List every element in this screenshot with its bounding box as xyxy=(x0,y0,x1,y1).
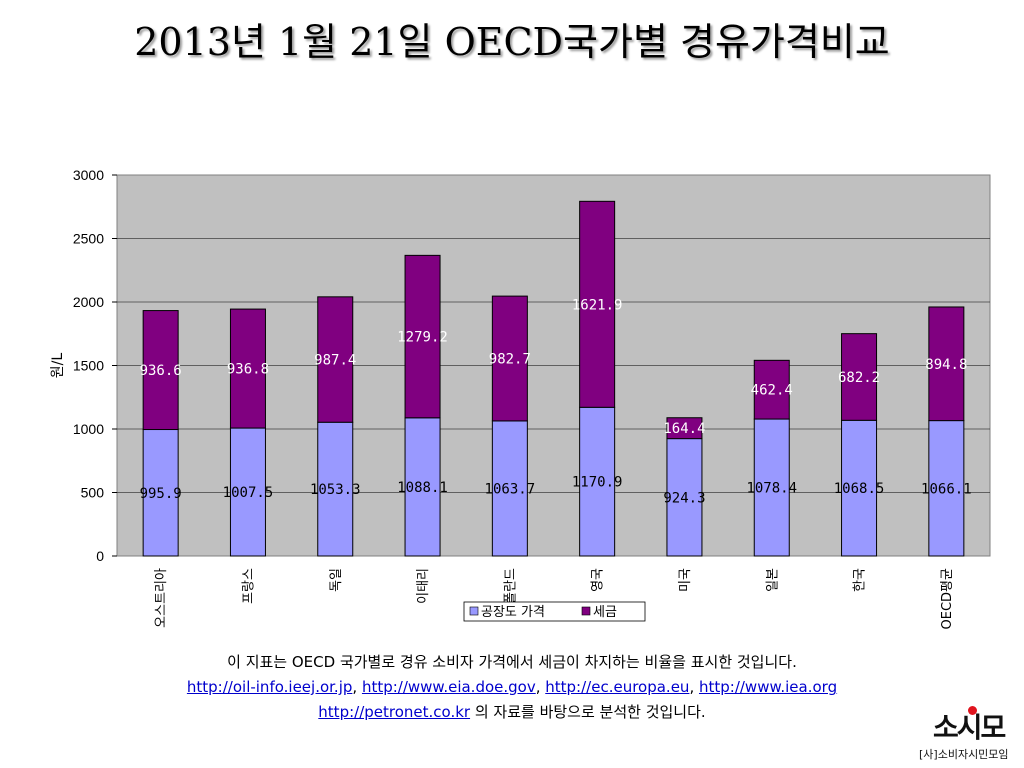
y-tick-label: 2000 xyxy=(73,294,104,310)
x-tick-label: 독일 xyxy=(329,568,344,592)
bar-tax xyxy=(317,296,354,423)
legend-label: 세금 xyxy=(593,605,617,620)
bar-tax xyxy=(491,295,528,422)
bar-tax xyxy=(753,359,790,420)
data-label: 1063.7 xyxy=(485,481,536,497)
legend-swatch xyxy=(581,606,591,616)
data-label: 1007.5 xyxy=(223,485,274,501)
link-petronet[interactable]: http://petronet.co.kr xyxy=(318,703,471,721)
footnote-line-3: http://petronet.co.kr 의 자료를 바탕으로 분석한 것입니… xyxy=(20,700,1004,725)
data-label: 924.3 xyxy=(663,490,705,506)
data-label: 1621.9 xyxy=(572,297,623,313)
data-label: 1053.3 xyxy=(310,482,361,498)
bar-factory-price xyxy=(579,406,616,557)
y-tick-label: 500 xyxy=(81,485,105,501)
stacked-bar-chart: 0 500 1000 1500 2000 2500 3000 원/L 995.9 936.6 오스트… xyxy=(50,167,991,629)
data-label: 1066.1 xyxy=(921,481,972,497)
x-tick-label: 미국 xyxy=(678,568,693,592)
x-tick-label: 프랑스 xyxy=(241,568,256,604)
bar-factory-price xyxy=(404,417,441,557)
logo-text: [사]소비자시민모임 xyxy=(919,748,1009,761)
x-tick-label: 폴란드 xyxy=(503,568,518,604)
y-tick-label: 3000 xyxy=(73,167,104,183)
data-label: 1279.2 xyxy=(397,330,448,346)
legend-label: 공장도 가격 xyxy=(481,605,545,620)
x-tick-label: OECD평균 xyxy=(940,568,955,629)
footnote: 이 지표는 OECD 국가별로 경유 소비자 가격에서 세금이 차지하는 비율을… xyxy=(20,650,1004,725)
x-tick-label: 이태리 xyxy=(416,568,431,604)
bar-tax xyxy=(404,254,441,419)
data-label: 995.9 xyxy=(140,486,182,502)
y-axis-label: 원/L xyxy=(50,353,66,379)
bar-factory-price xyxy=(142,429,179,557)
bar-factory-price xyxy=(317,421,354,557)
y-tick-label: 0 xyxy=(96,548,104,564)
footnote-line-2: http://oil-info.ieej.or.jp, http://www.e… xyxy=(20,675,1004,700)
legend-box xyxy=(463,601,646,622)
bar-factory-price xyxy=(753,418,790,557)
data-label: 164.4 xyxy=(663,421,705,437)
data-label: 462.4 xyxy=(751,383,793,399)
data-label: 936.6 xyxy=(140,363,182,379)
data-label: 682.2 xyxy=(838,370,880,386)
link-oil-info[interactable]: http://oil-info.ieej.or.jp xyxy=(186,678,353,696)
data-label: 1068.5 xyxy=(834,481,885,497)
bar-factory-price xyxy=(666,438,703,557)
data-label: 1088.1 xyxy=(397,480,448,496)
bar-tax xyxy=(666,417,703,440)
y-tick-label: 2500 xyxy=(73,231,104,247)
x-tick-label: 일본 xyxy=(765,568,780,592)
chart-title: 2013년 1월 21일 OECD국가별 경유가격비교 xyxy=(134,20,890,64)
data-label: 987.4 xyxy=(314,353,356,369)
separator: , xyxy=(535,678,546,696)
x-tick-label: 영국 xyxy=(591,568,606,592)
logo-dot xyxy=(968,706,977,715)
y-tick-label: 1000 xyxy=(73,421,104,437)
bar-tax xyxy=(142,310,179,431)
footnote-line-1: 이 지표는 OECD 국가별로 경유 소비자 가격에서 세금이 차지하는 비율을… xyxy=(227,653,797,671)
bar-tax xyxy=(229,308,266,429)
x-tick-label: 한국 xyxy=(853,568,868,592)
separator: , xyxy=(352,678,362,696)
bar-factory-price xyxy=(229,427,266,557)
x-tick-label: 오스트리아 xyxy=(154,568,169,628)
y-tick-label: 1500 xyxy=(73,358,104,374)
data-label: 894.8 xyxy=(925,357,967,373)
data-label: 1170.9 xyxy=(572,475,623,491)
link-europa[interactable]: http://ec.europa.eu xyxy=(545,678,690,696)
logo-mark: 소시모 xyxy=(933,711,1006,744)
data-label: 982.7 xyxy=(489,352,531,368)
link-eia[interactable]: http://www.eia.doe.gov xyxy=(361,678,536,696)
separator: , xyxy=(689,678,699,696)
bar-tax xyxy=(841,333,878,421)
bar-factory-price xyxy=(491,420,528,557)
link-iea[interactable]: http://www.iea.org xyxy=(698,678,838,696)
bar-factory-price xyxy=(841,419,878,557)
bar-factory-price xyxy=(928,420,965,557)
bar-tax xyxy=(579,200,616,408)
data-label: 1078.4 xyxy=(746,481,797,497)
legend-swatch xyxy=(469,606,479,616)
bar-tax xyxy=(928,306,965,422)
footnote-line-3-text: 의 자료를 바탕으로 분석한 것입니다. xyxy=(470,703,706,721)
data-label: 936.8 xyxy=(227,362,269,378)
organization-logo: 소시모 [사]소비자시민모임 xyxy=(915,706,1020,766)
